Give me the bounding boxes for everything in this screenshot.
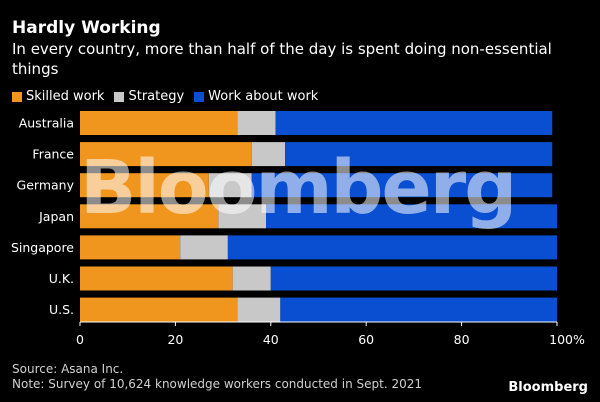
bar-australia-work-about-work [275,111,553,135]
bar-u-k-strategy [232,266,271,291]
legend-swatch-skilled-work [12,91,22,102]
bar-japan-strategy [218,204,267,229]
bar-singapore-skilled-work [80,235,181,260]
legend-label-work-about-work: Work about work [208,89,319,104]
bar-singapore-strategy [180,235,228,260]
x-tick-label-20: 20 [167,332,183,347]
source-note: Source: Asana Inc. [12,362,124,376]
survey-note: Note: Survey of 10,624 knowledge workers… [12,377,422,391]
legend-swatch-work-about-work [194,91,205,102]
bar-u-s-work-about-work [280,297,557,322]
legend-label-skilled-work: Skilled work [26,89,105,104]
y-tick-label-germany: Germany [17,178,75,193]
legend-swatch-strategy [114,91,125,102]
bar-germany-strategy [208,173,252,198]
y-tick-label-u-s: U.S. [49,302,74,317]
x-tick-label-0: 0 [76,332,84,347]
bar-u-s-skilled-work [80,297,238,322]
bar-u-k-skilled-work [80,266,233,291]
bar-japan-skilled-work [80,204,219,229]
y-tick-label-u-k: U.K. [49,271,74,286]
bar-germany-work-about-work [251,173,553,198]
bar-france-work-about-work [285,142,553,167]
y-tick-label-singapore: Singapore [11,240,74,255]
bar-australia-strategy [237,111,276,135]
legend-item-work-about-work: Work about work [194,89,318,104]
legend-item-skilled-work: Skilled work [12,89,104,104]
bar-japan-work-about-work [266,204,557,229]
x-tick-label-80: 80 [454,332,470,347]
chart-subtitle: In every country, more than half of the … [12,40,552,78]
bar-germany-skilled-work [80,173,209,198]
bar-france-skilled-work [80,142,252,167]
legend-label-strategy: Strategy [128,89,185,104]
bar-u-s-strategy [237,297,281,322]
x-tick-label-40: 40 [263,332,279,347]
chart-title: Hardly Working [12,18,161,38]
bar-singapore-work-about-work [227,235,557,260]
bloomberg-logo: Bloomberg [508,380,588,395]
bar-france-strategy [251,142,286,167]
x-tick-label-100: 100% [549,332,585,347]
legend-item-strategy: Strategy [114,89,184,104]
chart-legend: Skilled work Strategy Work about work [12,89,328,104]
bar-australia-skilled-work [80,111,238,135]
bar-u-k-work-about-work [270,266,557,291]
y-tick-label-japan: Japan [38,209,74,224]
x-tick-label-60: 60 [358,332,374,347]
y-tick-label-australia: Australia [19,116,74,131]
y-tick-label-france: France [32,147,74,162]
